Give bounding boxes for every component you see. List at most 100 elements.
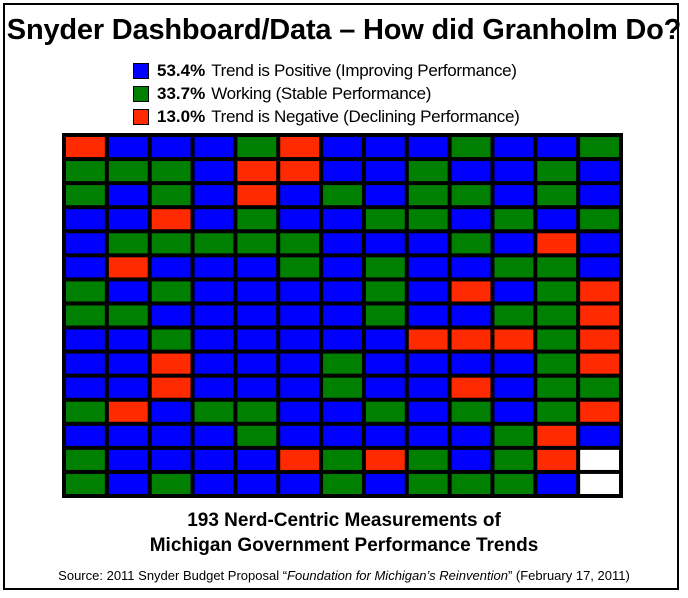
legend-swatch-negative <box>133 109 149 125</box>
grid-cell-empty <box>580 449 619 470</box>
grid-cell-positive <box>494 377 534 398</box>
grid-cell-working <box>408 449 448 470</box>
grid-cell-negative <box>537 425 577 446</box>
grid-cell-working <box>237 425 277 446</box>
grid-cell-positive <box>580 425 619 446</box>
grid-cell-positive <box>365 377 405 398</box>
caption-line-1: 193 Nerd-Centric Measurements of <box>187 510 501 531</box>
grid-cell-working <box>365 209 405 230</box>
grid-cell-positive <box>66 257 105 278</box>
grid-cell-working <box>537 161 577 182</box>
grid-cell-positive <box>408 281 448 302</box>
grid-cell-positive <box>280 473 320 494</box>
grid-cell-working <box>451 401 491 422</box>
grid-cell-working <box>237 233 277 254</box>
grid-cell-working <box>580 377 619 398</box>
source-note: Source: 2011 Snyder Budget Proposal “Fou… <box>0 568 688 583</box>
grid-cell-positive <box>451 209 491 230</box>
grid-cell-positive <box>237 257 277 278</box>
chart-title: Snyder Dashboard/Data – How did Granholm… <box>6 14 682 46</box>
grid-cell-positive <box>537 209 577 230</box>
grid-cell-positive <box>323 161 362 182</box>
grid-cell-positive <box>537 473 577 494</box>
grid-cell-positive <box>66 353 105 374</box>
grid-cell-working <box>323 473 362 494</box>
grid-cell-positive <box>108 185 148 206</box>
grid-cell-working <box>365 305 405 326</box>
grid-cell-positive <box>323 305 362 326</box>
grid-cell-working <box>408 209 448 230</box>
grid-cell-positive <box>237 305 277 326</box>
grid-cell-working <box>66 401 105 422</box>
grid-cell-positive <box>365 137 405 158</box>
grid-cell-positive <box>494 185 534 206</box>
source-title: Foundation for Michigan’s Reinvention <box>287 568 508 583</box>
grid-cell-positive <box>323 425 362 446</box>
grid-cell-positive <box>237 329 277 350</box>
grid-cell-positive <box>194 137 234 158</box>
grid-cell-positive <box>451 305 491 326</box>
grid-cell-positive <box>237 473 277 494</box>
grid-cell-negative <box>580 329 619 350</box>
legend-desc-negative: Trend is Negative (Declining Performance… <box>211 107 520 126</box>
grid-cell-positive <box>323 257 362 278</box>
grid-cell-positive <box>194 305 234 326</box>
grid-cell-positive <box>66 425 105 446</box>
grid-cell-positive <box>280 425 320 446</box>
grid-cell-positive <box>408 401 448 422</box>
grid-cell-negative <box>451 329 491 350</box>
grid-cell-positive <box>194 353 234 374</box>
legend-item-positive: 53.4% Trend is Positive (Improving Perfo… <box>133 60 517 82</box>
grid-cell-positive <box>280 401 320 422</box>
grid-cell-positive <box>365 161 405 182</box>
grid-cell-positive <box>365 353 405 374</box>
grid-cell-working <box>151 233 191 254</box>
grid-cell-working <box>494 305 534 326</box>
grid-cell-positive <box>408 377 448 398</box>
grid-cell-negative <box>237 161 277 182</box>
grid-cell-working <box>151 281 191 302</box>
grid-cell-negative <box>108 257 148 278</box>
legend-desc-positive: Trend is Positive (Improving Performance… <box>211 61 517 80</box>
grid-cell-positive <box>494 137 534 158</box>
grid-cell-working <box>365 281 405 302</box>
grid-cell-working <box>365 257 405 278</box>
grid-cell-negative <box>580 401 619 422</box>
grid-cell-positive <box>194 473 234 494</box>
grid-cell-working <box>494 425 534 446</box>
grid-cell-positive <box>451 161 491 182</box>
grid-cell-positive <box>494 233 534 254</box>
grid-cell-positive <box>108 329 148 350</box>
grid-cell-negative <box>408 329 448 350</box>
grid-cell-negative <box>108 401 148 422</box>
grid-cell-working <box>451 137 491 158</box>
grid-cell-working <box>365 401 405 422</box>
grid-cell-negative <box>365 449 405 470</box>
grid-cell-positive <box>494 161 534 182</box>
grid-cell-positive <box>237 353 277 374</box>
grid-cell-negative <box>580 353 619 374</box>
grid-cell-negative <box>537 233 577 254</box>
grid-cell-positive <box>365 185 405 206</box>
grid-cell-positive <box>237 449 277 470</box>
grid-cell-positive <box>365 425 405 446</box>
grid-cell-positive <box>365 473 405 494</box>
legend-swatch-working <box>133 86 149 102</box>
grid-cell-working <box>323 377 362 398</box>
grid-cell-working <box>323 449 362 470</box>
grid-cell-negative <box>580 281 619 302</box>
grid-cell-negative <box>151 377 191 398</box>
grid-cell-positive <box>151 449 191 470</box>
grid-cell-positive <box>408 233 448 254</box>
grid-cell-positive <box>408 353 448 374</box>
grid-cell-negative <box>151 209 191 230</box>
grid-cell-working <box>151 161 191 182</box>
grid-cell-working <box>408 473 448 494</box>
grid-cell-positive <box>280 353 320 374</box>
grid-cell-positive <box>108 377 148 398</box>
grid-cell-positive <box>580 161 619 182</box>
grid-cell-positive <box>108 425 148 446</box>
grid-cell-working <box>237 209 277 230</box>
grid-cell-positive <box>280 329 320 350</box>
grid-cell-working <box>280 233 320 254</box>
